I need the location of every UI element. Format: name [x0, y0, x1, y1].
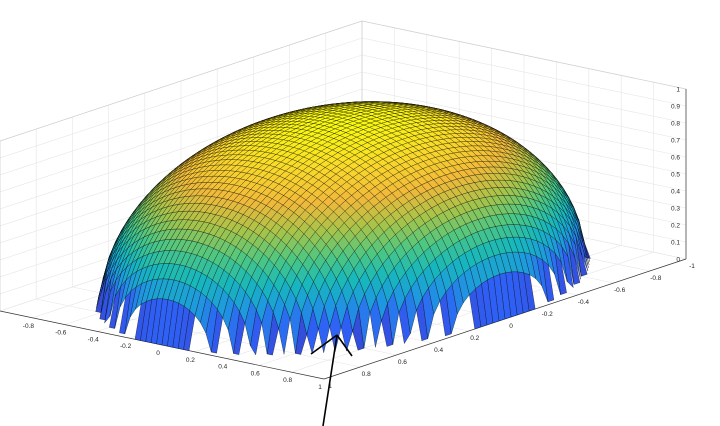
z-tick-label: 0.3: [671, 206, 680, 213]
z-tick-label: 0.8: [671, 121, 680, 128]
arrow-shaft: [322, 334, 338, 426]
y-tick-label: 0.6: [251, 370, 260, 377]
tick-labels: 0 0.1 0.2 0.3 0.4 0.5 0.6 0.7 0.8 0.9 1 -1 -0.8 -0.6 -…: [23, 87, 695, 392]
x-tick-label: 0: [509, 323, 513, 330]
grid-line: [361, 37, 687, 107]
grid-line: [0, 88, 363, 210]
hemisphere-surface: [95, 101, 591, 356]
y-tick-label: -0.4: [88, 336, 100, 343]
z-tick-label: 1: [676, 87, 680, 94]
y-tick-label: 0.2: [186, 357, 195, 364]
x-tick-label: 0.4: [434, 347, 443, 354]
x-tick-label: 1: [328, 383, 332, 390]
grid-line: [361, 88, 687, 158]
z-tick-label: 0.7: [671, 138, 680, 145]
y-tick-label: 0.8: [283, 377, 292, 384]
grid-line: [0, 37, 363, 159]
grid-line: [361, 54, 687, 124]
z-tick-label: 0.5: [671, 172, 680, 179]
z-tick-label: 0.4: [671, 189, 680, 196]
grid-line: [36, 298, 361, 368]
x-tick-label: -0.8: [650, 275, 662, 282]
z-tick-label: 0.2: [671, 223, 680, 230]
y-tick-label: 1: [318, 384, 322, 391]
x-tick-label: -0.2: [542, 311, 554, 318]
z-tick-label: 0.9: [671, 104, 680, 111]
grid-line: [0, 54, 363, 176]
axis-edge: [0, 20, 363, 142]
grid-line: [0, 71, 363, 193]
x-tick-label: -0.4: [578, 299, 590, 306]
y-tick-label: 0: [156, 350, 160, 357]
axis-edge: [361, 20, 687, 90]
surface-patch: [343, 228, 356, 244]
arrow-head-right: [336, 334, 353, 357]
x-tick-label: 0.6: [398, 359, 407, 366]
x-tick-label: 0.8: [362, 371, 371, 378]
z-tick-label: 0: [676, 257, 680, 264]
z-tick-label: 0.1: [671, 240, 680, 247]
y-tick-label: -0.2: [120, 343, 132, 350]
x-tick-label: -1: [689, 263, 695, 270]
y-tick-label: -0.8: [23, 323, 35, 330]
x-tick-label: 0.2: [470, 335, 479, 342]
z-tick-label: 0.6: [671, 155, 680, 162]
y-tick-label: 0.4: [218, 364, 227, 371]
grid-line: [361, 71, 687, 141]
y-tick-label: -0.6: [55, 330, 67, 337]
arrow-head-left: [310, 334, 338, 355]
x-tick-label: -0.6: [614, 287, 626, 294]
annotation-arrow: [310, 334, 353, 426]
